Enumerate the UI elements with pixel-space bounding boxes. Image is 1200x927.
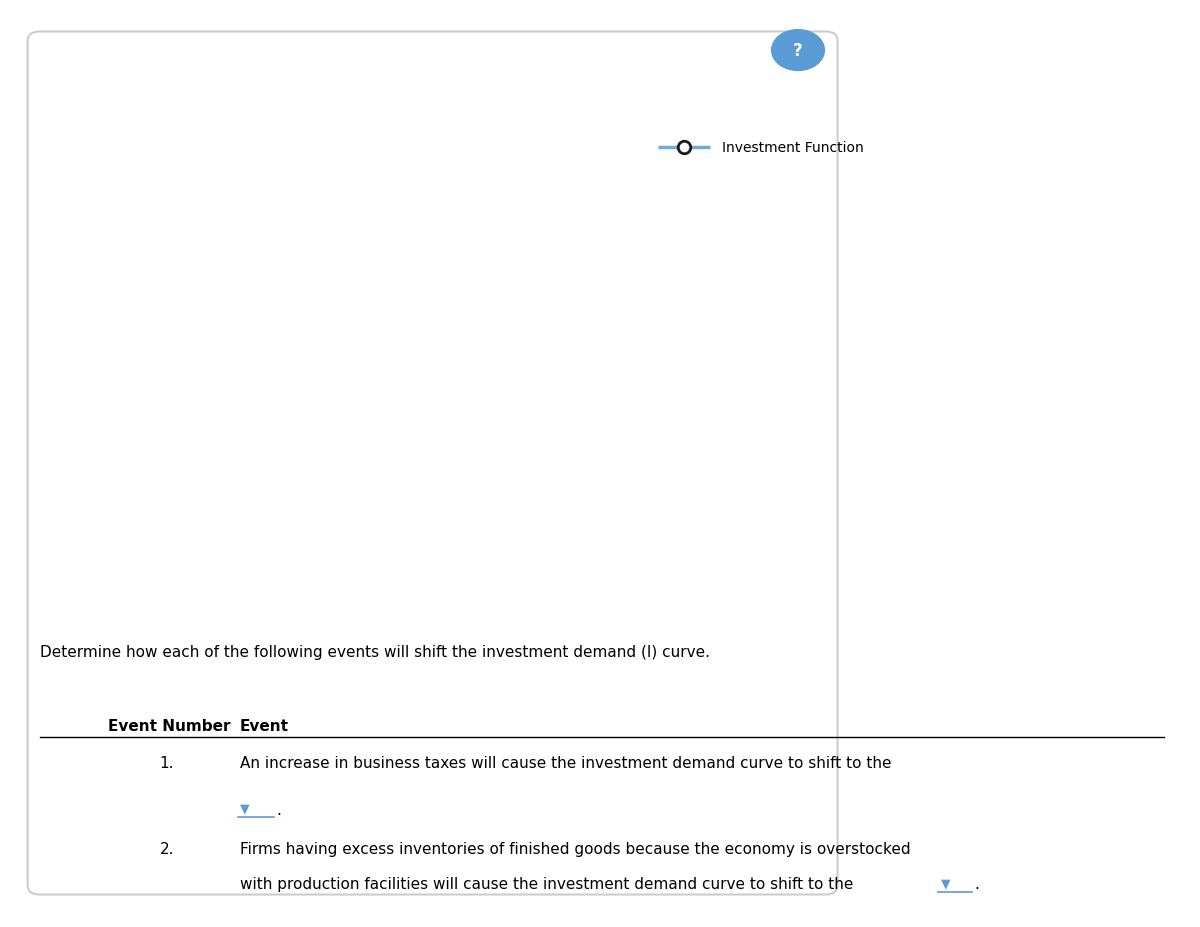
Text: Firms having excess inventories of finished goods because the economy is oversto: Firms having excess inventories of finis…	[240, 841, 911, 856]
FancyBboxPatch shape	[28, 32, 838, 895]
Text: with production facilities will cause the investment demand curve to shift to th: with production facilities will cause th…	[240, 876, 853, 891]
Text: .: .	[974, 876, 979, 891]
Y-axis label: INTEREST RATE (Percent): INTEREST RATE (Percent)	[58, 274, 72, 449]
Text: Event Number: Event Number	[108, 718, 230, 733]
Text: Investment Function: Investment Function	[722, 141, 864, 156]
Text: ▼: ▼	[941, 876, 950, 889]
Text: 1.: 1.	[160, 756, 174, 770]
Circle shape	[772, 31, 824, 71]
Text: .: .	[276, 802, 281, 817]
Text: An increase in business taxes will cause the investment demand curve to shift to: An increase in business taxes will cause…	[240, 756, 892, 770]
X-axis label: REAL INVESTMENT (Billions of dollars): REAL INVESTMENT (Billions of dollars)	[208, 630, 470, 644]
Text: 2.: 2.	[160, 841, 174, 856]
Text: ?: ?	[793, 42, 803, 60]
Text: ▼: ▼	[240, 802, 250, 815]
Text: Event: Event	[240, 718, 289, 733]
Text: Determine how each of the following events will shift the investment demand (I) : Determine how each of the following even…	[40, 644, 709, 659]
